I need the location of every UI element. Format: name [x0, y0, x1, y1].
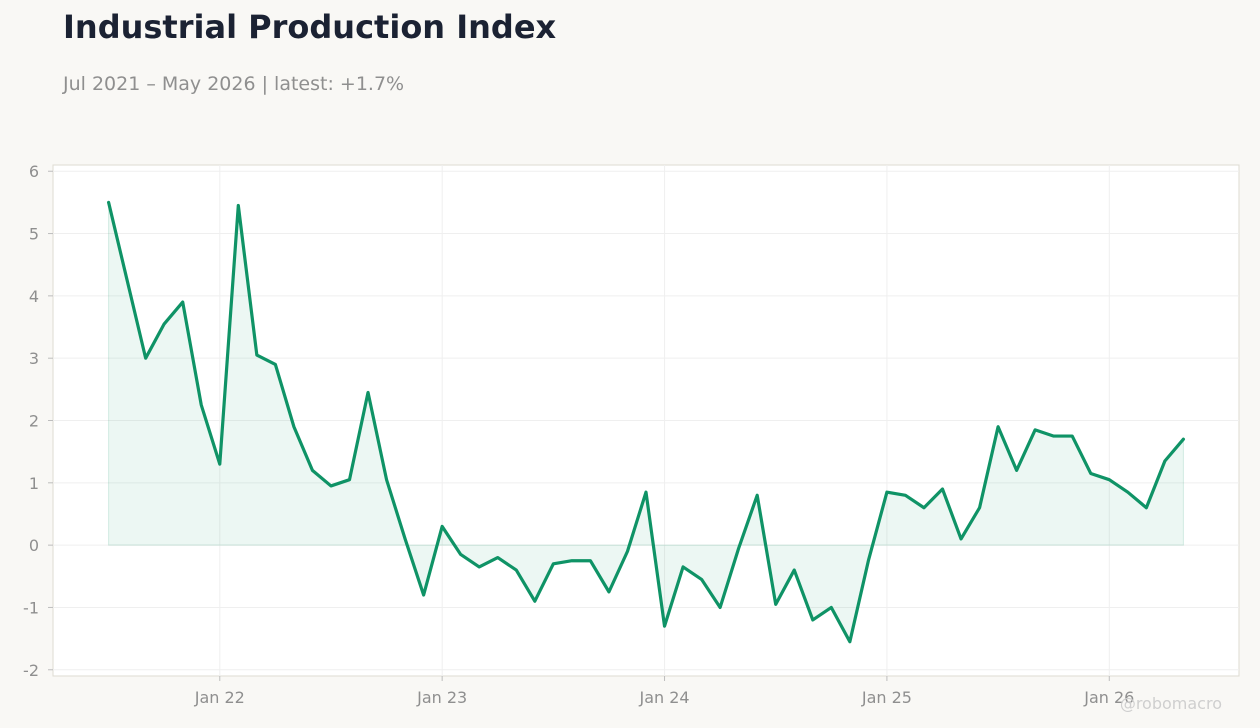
data-point: [515, 569, 518, 572]
data-point: [348, 478, 351, 481]
data-point: [144, 357, 147, 360]
data-point: [1145, 506, 1148, 509]
x-tick-label: Jan 25: [861, 688, 912, 707]
data-point: [218, 463, 221, 466]
data-point: [292, 425, 295, 428]
data-point: [274, 363, 277, 366]
y-tick-label: 5: [29, 225, 39, 244]
data-point: [478, 565, 481, 568]
data-point: [1182, 438, 1185, 441]
y-tick-label: 0: [29, 536, 39, 555]
data-point: [1034, 428, 1037, 431]
data-point: [978, 506, 981, 509]
data-point: [830, 606, 833, 609]
data-point: [237, 204, 240, 207]
data-point: [311, 469, 314, 472]
data-point: [793, 569, 796, 572]
data-point: [1126, 491, 1129, 494]
data-point: [885, 491, 888, 494]
data-point: [404, 537, 407, 540]
y-tick-label: 4: [29, 287, 39, 306]
data-point: [441, 525, 444, 528]
data-point: [126, 279, 129, 282]
y-tick-label: 2: [29, 412, 39, 431]
x-tick-label: Jan 22: [194, 688, 245, 707]
data-point: [867, 559, 870, 562]
data-point: [1015, 469, 1018, 472]
data-point: [756, 494, 759, 497]
data-point: [997, 425, 1000, 428]
data-point: [367, 391, 370, 394]
data-point: [645, 491, 648, 494]
data-point: [737, 547, 740, 550]
data-point: [719, 606, 722, 609]
data-point: [1071, 435, 1074, 438]
data-point: [1052, 435, 1055, 438]
data-point: [533, 600, 536, 603]
data-point: [663, 625, 666, 628]
data-point: [422, 593, 425, 596]
data-point: [774, 603, 777, 606]
data-point: [459, 553, 462, 556]
x-tick-label: Jan 24: [638, 688, 689, 707]
data-point: [181, 301, 184, 304]
data-point: [329, 484, 332, 487]
grid-layer: [53, 165, 1239, 676]
data-point: [570, 559, 573, 562]
y-tick-label: -1: [23, 598, 39, 617]
data-point: [163, 322, 166, 325]
data-point: [848, 640, 851, 643]
data-point: [1108, 478, 1111, 481]
y-tick-label: -2: [23, 661, 39, 680]
data-point: [552, 562, 555, 565]
y-tick-label: 1: [29, 474, 39, 493]
y-tick-label: 3: [29, 349, 39, 368]
chart-subtitle: Jul 2021 – May 2026 | latest: +1.7%: [63, 73, 405, 95]
x-tick-label: Jan 23: [416, 688, 467, 707]
data-point: [255, 354, 258, 357]
data-point: [626, 550, 629, 553]
data-point: [682, 565, 685, 568]
line-layer: [106, 200, 1186, 644]
data-point: [589, 559, 592, 562]
data-point: [960, 537, 963, 540]
data-point: [811, 618, 814, 621]
watermark: @robomacro: [1119, 694, 1222, 713]
data-point: [496, 556, 499, 559]
data-point: [700, 578, 703, 581]
tick-layer: -2 -1 0 1 2 3 4 5 6 Jan 22 Jan 23 Jan 24 Jan 25 Jan 2…: [23, 162, 1134, 707]
data-point: [1089, 472, 1092, 475]
chart-title: Industrial Production Index: [63, 8, 557, 46]
data-point: [941, 488, 944, 491]
data-point: [385, 478, 388, 481]
data-point: [200, 403, 203, 406]
series-line: [106, 200, 1186, 644]
data-point: [607, 590, 610, 593]
x-tick-label: Jan 26: [1083, 688, 1134, 707]
data-point: [922, 506, 925, 509]
data-point: [1163, 460, 1166, 463]
data-point: [107, 201, 110, 204]
y-tick-label: 6: [29, 162, 39, 181]
data-point: [904, 494, 907, 497]
